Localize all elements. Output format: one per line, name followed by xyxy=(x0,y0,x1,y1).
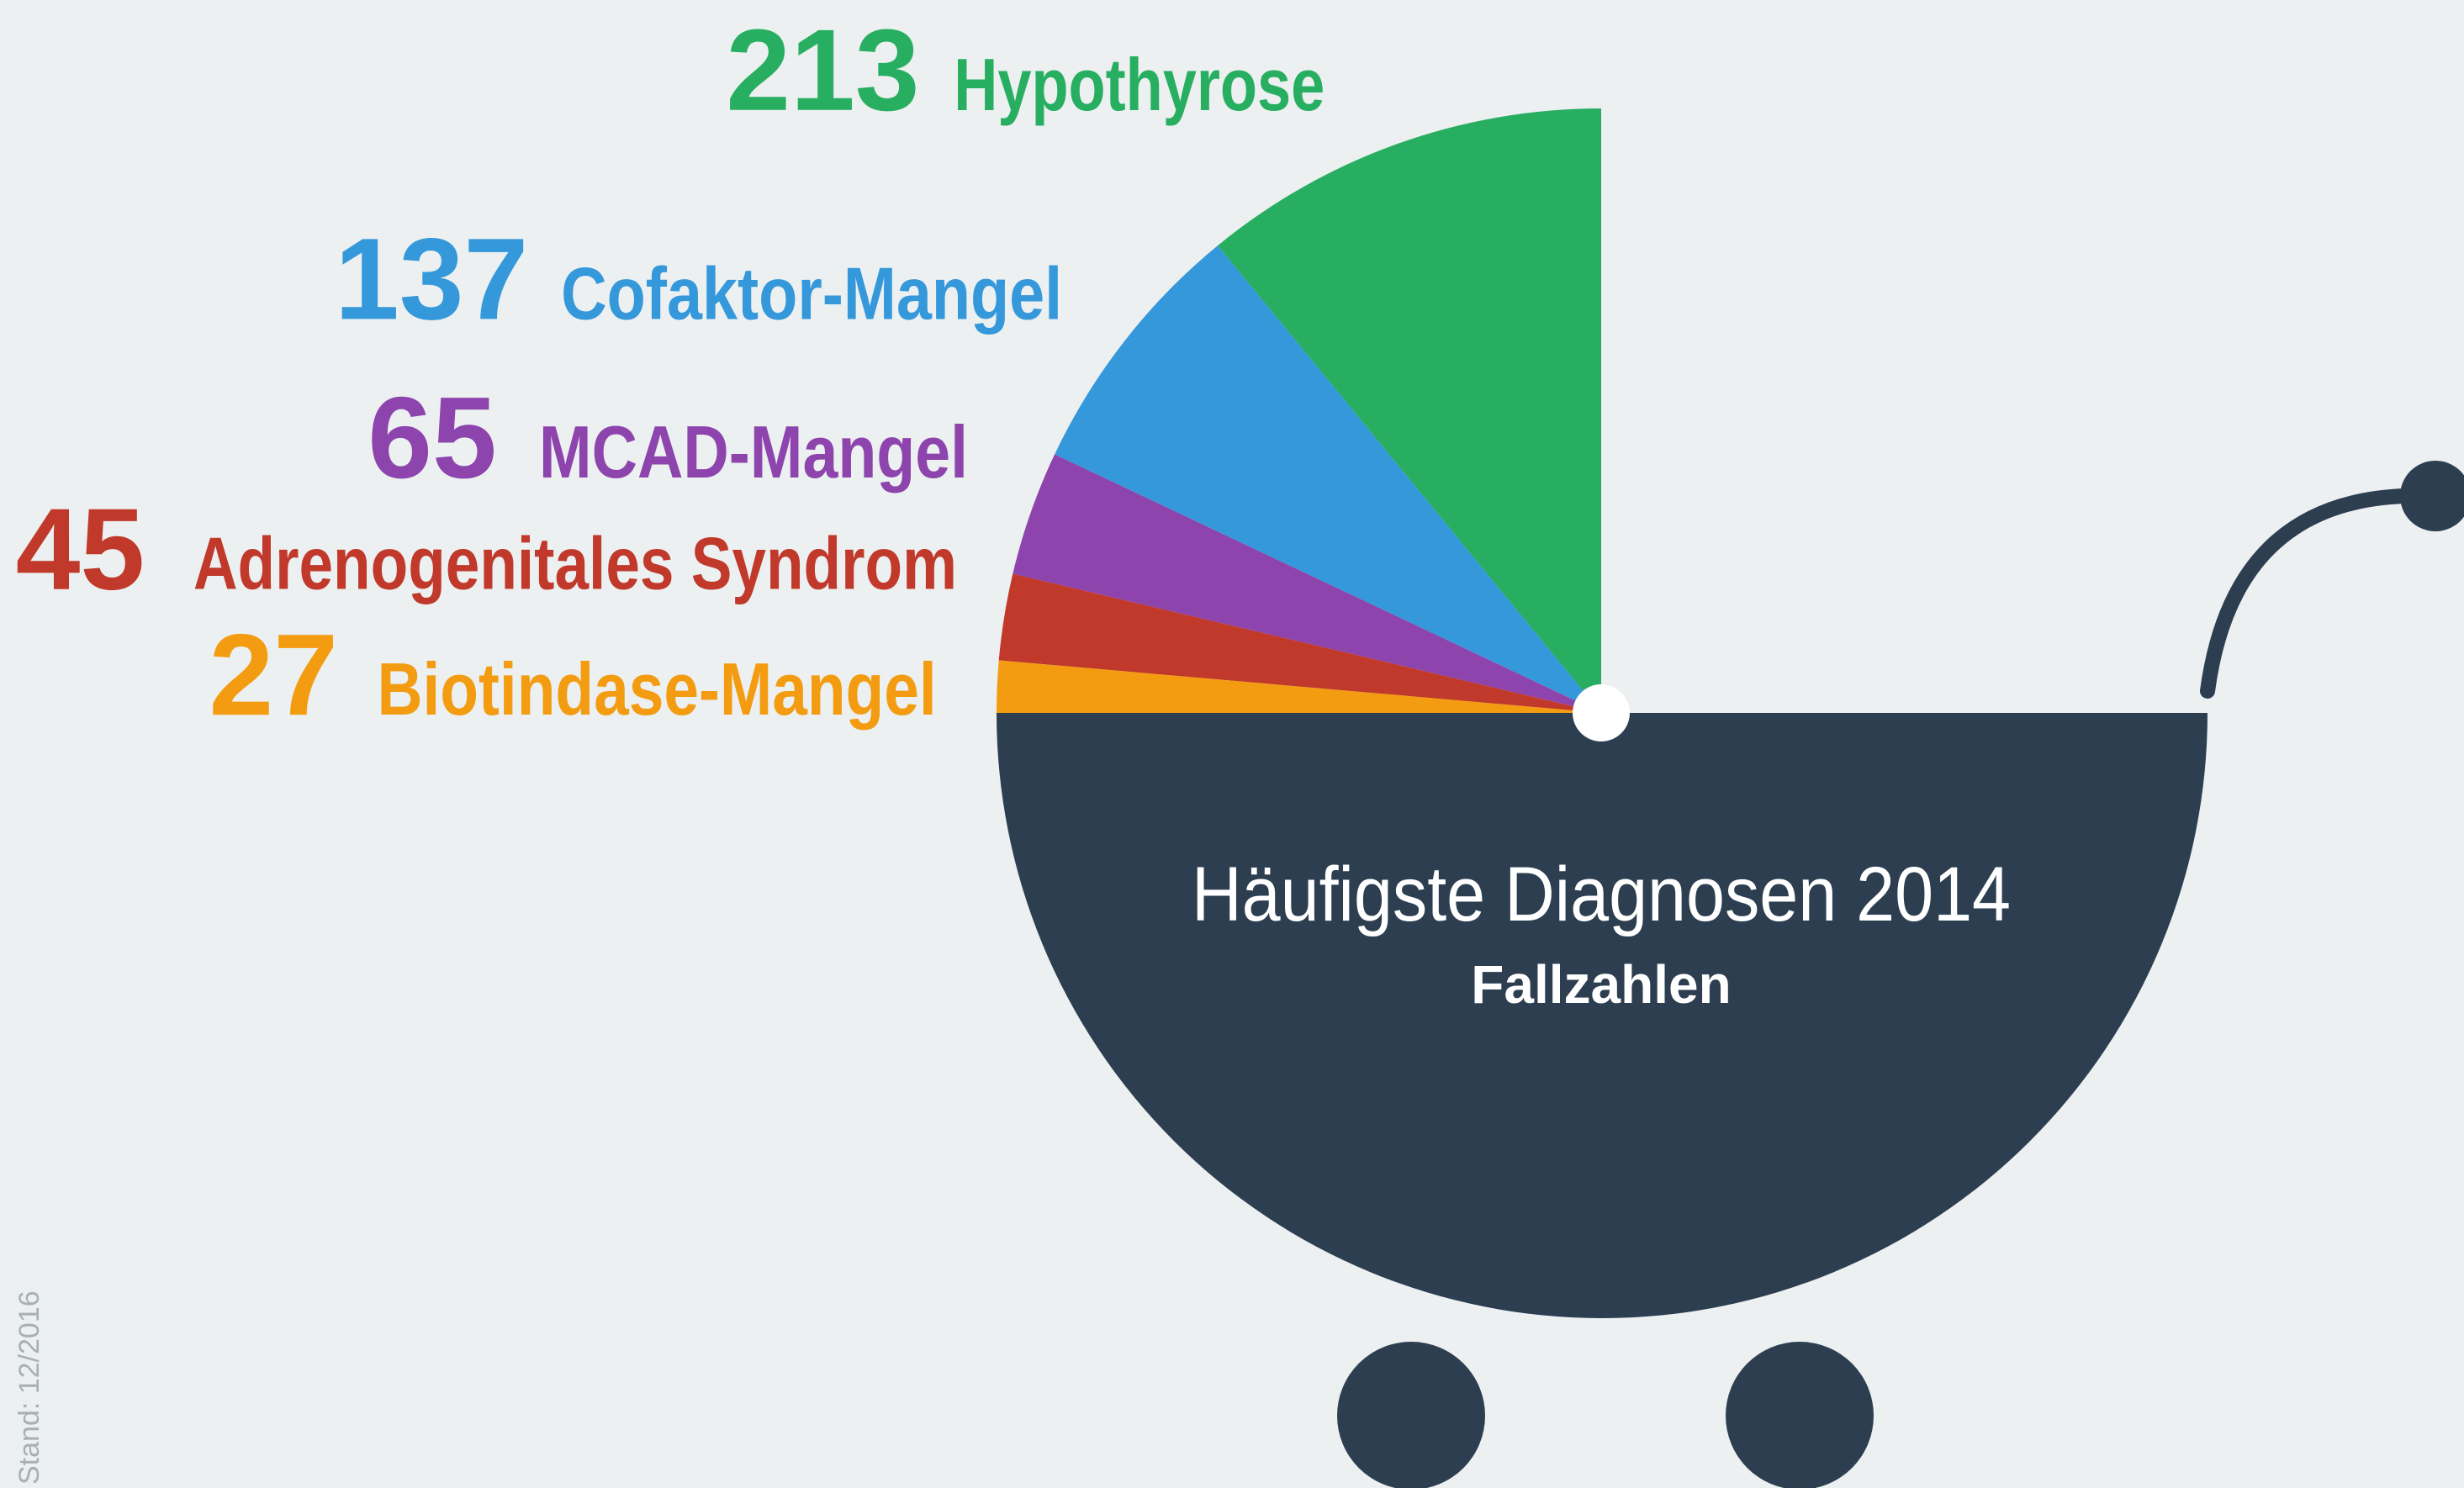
chart: Häufigste Diagnosen 2014 Fallzahlen Stan… xyxy=(0,0,2464,1488)
value-label: 65 xyxy=(367,373,497,503)
wheel xyxy=(1726,1342,1874,1488)
page: Häufigste Diagnosen 2014 Fallzahlen Stan… xyxy=(0,0,2464,1488)
category-label: Hypothyrose xyxy=(954,43,1325,126)
value-label: 137 xyxy=(335,214,528,344)
category-label: MCAD-Mangel xyxy=(539,410,968,493)
wheel xyxy=(1337,1342,1485,1488)
category-label: Biotindase-Mangel xyxy=(377,647,936,731)
note: Stand: 12/2016 xyxy=(13,1290,45,1485)
value-label: 213 xyxy=(726,6,919,135)
chart-title: Häufigste Diagnosen 2014 xyxy=(1192,852,2011,937)
value-label: 45 xyxy=(16,485,145,615)
category-label: Adrenogenitales Syndrom xyxy=(193,522,957,605)
center-dot xyxy=(1573,684,1630,741)
chart-subtitle: Fallzahlen xyxy=(1471,954,1731,1015)
value-label: 27 xyxy=(209,610,339,740)
category-label: Cofaktor-Mangel xyxy=(561,251,1062,335)
